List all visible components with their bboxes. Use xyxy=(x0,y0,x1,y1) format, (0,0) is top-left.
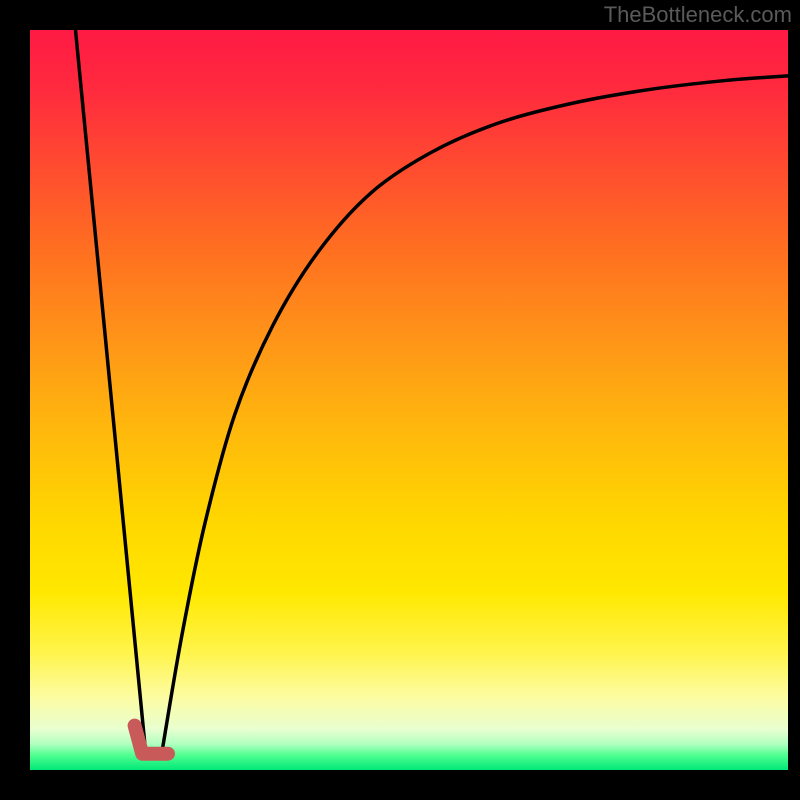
watermark-text: TheBottleneck.com xyxy=(604,2,792,28)
bottleneck-curve-left xyxy=(75,30,145,748)
bottleneck-curve-right xyxy=(163,76,788,748)
chart-plot-area xyxy=(30,30,788,770)
chart-curves xyxy=(30,30,788,770)
